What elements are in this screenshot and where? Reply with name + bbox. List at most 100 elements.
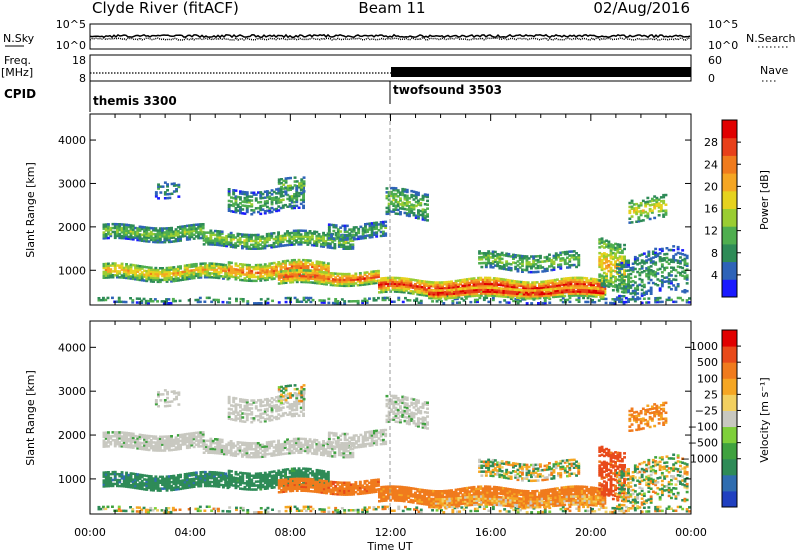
power-cell bbox=[598, 251, 602, 255]
power-cell bbox=[434, 293, 438, 296]
power-cell bbox=[333, 246, 337, 250]
power-cell bbox=[599, 289, 603, 293]
power-cell bbox=[421, 194, 425, 198]
power-cell bbox=[642, 260, 646, 263]
velocity-cell bbox=[514, 508, 518, 512]
power-cell bbox=[387, 206, 391, 209]
power-cell bbox=[140, 237, 144, 240]
power-cell bbox=[350, 236, 354, 239]
power-cell bbox=[363, 273, 367, 276]
power-cell bbox=[163, 237, 167, 240]
power-cell bbox=[161, 185, 165, 188]
power-cell bbox=[583, 276, 586, 280]
power-cell bbox=[404, 296, 407, 300]
power-cell bbox=[549, 285, 553, 288]
velocity-cell bbox=[120, 477, 124, 480]
power-cell bbox=[157, 185, 160, 188]
velocity-cell bbox=[125, 477, 128, 480]
power-cell bbox=[245, 191, 249, 194]
power-cell bbox=[667, 258, 671, 262]
power-cell bbox=[577, 259, 581, 263]
power-cell bbox=[534, 270, 538, 274]
power-cell bbox=[259, 273, 263, 276]
power-cell bbox=[487, 252, 491, 255]
power-cell bbox=[111, 276, 115, 279]
power-cell bbox=[439, 291, 443, 294]
power-cell bbox=[302, 272, 305, 275]
velocity-cell bbox=[503, 508, 507, 511]
power-cell bbox=[609, 282, 613, 285]
power-cell bbox=[356, 276, 360, 279]
power-cell bbox=[232, 267, 236, 271]
power-cell bbox=[317, 268, 321, 272]
power-cell bbox=[238, 242, 242, 246]
power-cell bbox=[576, 290, 580, 293]
power-cell bbox=[131, 228, 135, 231]
power-cell bbox=[154, 191, 158, 194]
power-cell bbox=[325, 275, 328, 278]
velocity-cell bbox=[512, 508, 516, 512]
power-cell bbox=[215, 270, 219, 274]
power-cell bbox=[192, 276, 196, 280]
power-cell bbox=[374, 279, 378, 283]
power-cell bbox=[473, 294, 476, 298]
power-cell bbox=[428, 291, 431, 294]
power-cell bbox=[521, 270, 524, 273]
power-cell bbox=[295, 233, 298, 236]
power-cell bbox=[387, 278, 390, 282]
power-cell bbox=[545, 296, 549, 299]
power-cell bbox=[302, 206, 305, 210]
power-cell bbox=[185, 228, 189, 231]
power-cell bbox=[334, 272, 338, 275]
power-cell bbox=[504, 289, 508, 293]
power-cell bbox=[257, 267, 260, 271]
power-cell bbox=[326, 246, 330, 249]
power-cell bbox=[600, 264, 604, 268]
power-cell bbox=[211, 231, 215, 235]
power-cell bbox=[368, 280, 371, 284]
power-cell bbox=[653, 203, 657, 206]
power-cell bbox=[561, 259, 565, 262]
power-cell bbox=[495, 292, 499, 296]
power-cell bbox=[317, 235, 321, 238]
power-cell bbox=[122, 237, 126, 240]
power-cell bbox=[505, 301, 509, 304]
power-cell bbox=[197, 272, 201, 275]
velocity-cell bbox=[203, 509, 207, 512]
power-cell bbox=[518, 294, 522, 298]
power-cell bbox=[145, 234, 149, 237]
power-cell bbox=[445, 282, 449, 286]
power-cell bbox=[247, 239, 251, 243]
power-cell bbox=[629, 292, 633, 295]
power-cell bbox=[284, 263, 287, 267]
power-cell bbox=[524, 283, 528, 286]
power-cell bbox=[368, 228, 372, 231]
power-cell bbox=[375, 233, 379, 236]
power-cell bbox=[336, 234, 340, 237]
power-cell bbox=[307, 277, 310, 280]
power-cell bbox=[316, 278, 319, 281]
power-cell bbox=[313, 232, 316, 235]
power-cell bbox=[380, 281, 384, 284]
power-cell bbox=[120, 236, 124, 240]
velocity-cell bbox=[115, 509, 119, 512]
power-cell bbox=[382, 230, 385, 234]
power-cell bbox=[302, 269, 306, 272]
power-cell bbox=[331, 272, 335, 275]
power-cell bbox=[540, 282, 544, 286]
power-cell bbox=[618, 243, 622, 247]
power-cell bbox=[263, 273, 267, 276]
power-cell bbox=[307, 298, 310, 302]
power-cell bbox=[538, 282, 541, 286]
power-cell bbox=[676, 247, 680, 251]
power-cell bbox=[670, 248, 673, 252]
power-cell bbox=[280, 270, 283, 273]
power-cell bbox=[118, 264, 122, 267]
power-cell bbox=[227, 272, 231, 276]
power-cell bbox=[343, 226, 347, 230]
velocity-cell bbox=[109, 478, 113, 482]
power-cell bbox=[216, 239, 220, 243]
power-cell bbox=[624, 296, 628, 300]
power-cell bbox=[579, 292, 582, 295]
power-cell bbox=[496, 253, 500, 256]
